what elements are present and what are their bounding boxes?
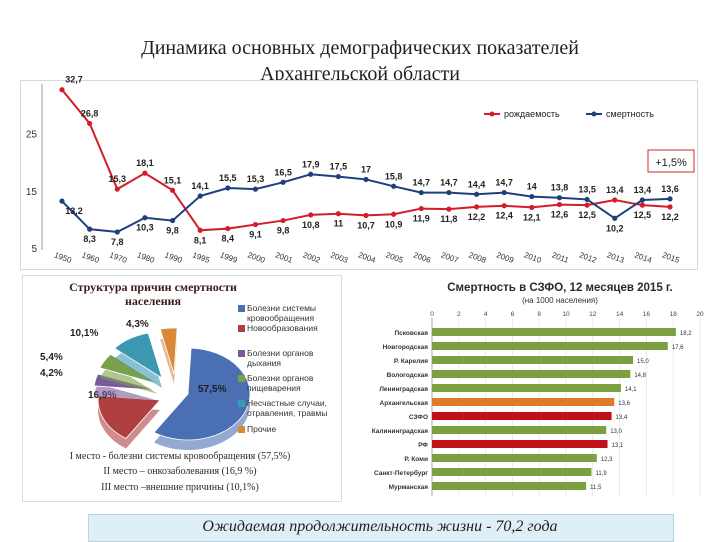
page-title-line2: Архангельской области	[260, 63, 460, 85]
pie-legend-label: Прочие	[247, 424, 277, 434]
pie-legend-swatch	[238, 375, 245, 382]
pie-chart-title: Структура причин смертности населения	[69, 280, 237, 308]
pie-legend-swatch	[238, 350, 245, 357]
line-chart-frame	[20, 80, 698, 270]
rank-3: III место –внешние причины (10,1%)	[101, 482, 259, 493]
rank-1: I место - болезни системы кровообращения…	[69, 451, 291, 462]
pie-legend-label: Болезни системы кровообращения	[247, 303, 317, 323]
pie-legend-swatch	[238, 325, 245, 332]
pie-legend-label: Новообразования	[247, 323, 318, 333]
pie-legend-swatch	[238, 426, 245, 433]
pie-legend-swatch	[238, 305, 245, 312]
bar-chart-panel	[360, 275, 712, 507]
pie-legend-swatch	[238, 400, 245, 407]
bar-chart-title: Смертность в СЗФО, 12 месяцев 2015 г.	[447, 282, 673, 294]
life-expectancy-text: Ожидаемая продолжительность жизни - 70,2…	[202, 518, 558, 535]
pie-legend-label: Болезни органов дыхания	[247, 348, 314, 368]
bar-chart-subtitle: (на 1000 населения)	[522, 296, 598, 305]
pie-legend-label: Болезни органов пищеварения	[247, 373, 314, 393]
rank-2: II место – онкозаболевания (16,9 %)	[103, 466, 257, 477]
page-title-line1: Динамика основных демографических показа…	[141, 37, 579, 59]
pie-legend-label: Несчастные случаи, отравления, травмы	[247, 398, 328, 418]
